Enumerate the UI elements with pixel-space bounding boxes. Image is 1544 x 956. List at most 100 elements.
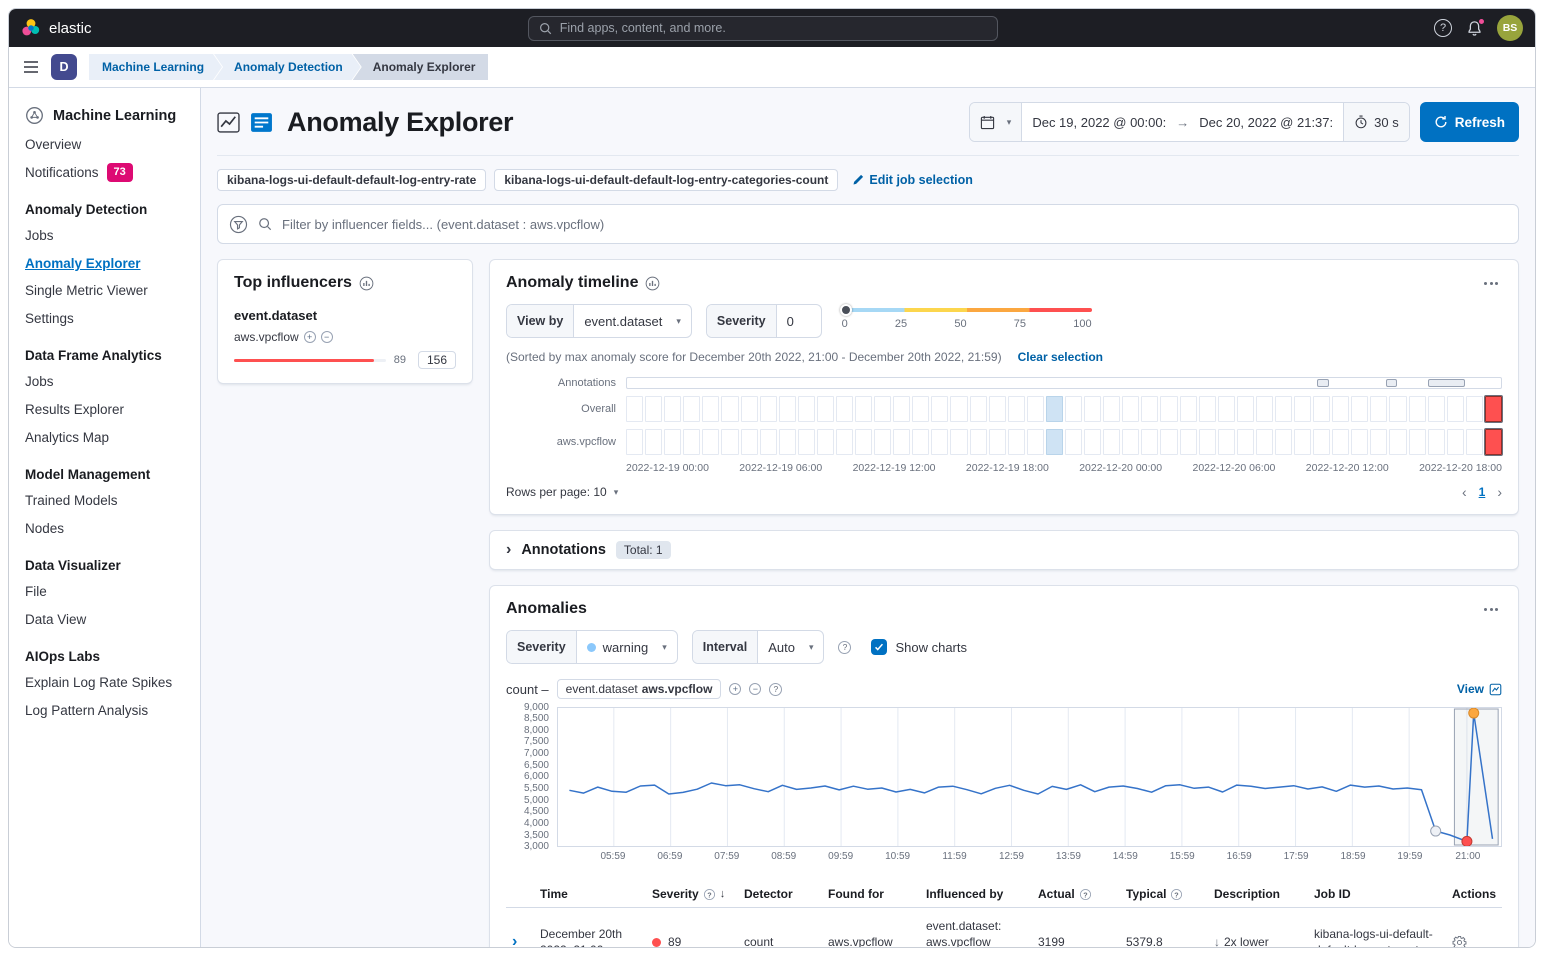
swimlane-cell[interactable]: [797, 396, 815, 422]
swimlane-cell[interactable]: [874, 396, 892, 422]
swimlane-cell[interactable]: [1313, 429, 1331, 455]
swimlane-cell[interactable]: [816, 396, 834, 422]
swimlane-cell[interactable]: [1179, 429, 1197, 455]
space-badge[interactable]: D: [51, 54, 77, 80]
swimlane-cell[interactable]: [778, 429, 796, 455]
clear-selection-link[interactable]: Clear selection: [1017, 350, 1103, 364]
view-chart-link[interactable]: View: [1457, 682, 1502, 696]
sidebar-item-single-metric-viewer[interactable]: Single Metric Viewer: [25, 283, 148, 299]
annotations-accordion[interactable]: Annotations Total: 1: [489, 530, 1519, 570]
view-by-select[interactable]: event.dataset: [574, 305, 691, 337]
swimlane-cell[interactable]: [721, 429, 739, 455]
swimlane-cell[interactable]: [950, 429, 968, 455]
swimlane-cell[interactable]: [855, 429, 873, 455]
sidebar-item-notifications[interactable]: Notifications 73: [9, 159, 200, 187]
swimlane-cell[interactable]: [1064, 396, 1083, 422]
column-header-typical[interactable]: Typical: [1120, 881, 1208, 908]
column-header-description[interactable]: Description: [1208, 881, 1308, 908]
swimlane-cell[interactable]: [759, 396, 777, 422]
interval-info-icon[interactable]: [838, 640, 852, 654]
swimlane-cell[interactable]: [1103, 396, 1121, 422]
help-icon[interactable]: ?: [1434, 19, 1452, 37]
sidebar-item-overview[interactable]: Overview: [25, 137, 82, 152]
swimlane-cell[interactable]: [1389, 396, 1407, 422]
swimlane-cell[interactable]: [1332, 396, 1350, 422]
swimlane-cell[interactable]: [1408, 396, 1426, 422]
annotation-marker[interactable]: [1317, 379, 1329, 387]
panel-menu-button[interactable]: [1480, 278, 1502, 289]
swimlane-cell[interactable]: [1483, 428, 1503, 456]
swimlane-cell[interactable]: [1198, 429, 1216, 455]
sidebar-item-anomaly-explorer[interactable]: Anomaly Explorer: [25, 255, 141, 271]
swimlane-cell[interactable]: [1160, 429, 1178, 455]
refresh-button[interactable]: Refresh: [1419, 102, 1519, 142]
refresh-interval-button[interactable]: 30 s: [1343, 103, 1409, 141]
sidebar-item-jobs[interactable]: Jobs: [25, 228, 54, 244]
swimlane-cell[interactable]: [1026, 396, 1044, 422]
panel-menu-button[interactable]: [1480, 604, 1502, 615]
info-icon[interactable]: [1079, 888, 1091, 900]
user-avatar[interactable]: BS: [1497, 15, 1523, 41]
swimlane-cell[interactable]: [1064, 429, 1083, 455]
swimlane-cell[interactable]: [797, 429, 815, 455]
severity-threshold-select[interactable]: warning: [577, 631, 677, 663]
edit-job-selection-link[interactable]: Edit job selection: [852, 173, 973, 187]
global-search-input[interactable]: Find apps, content, and more.: [527, 15, 998, 41]
influencer-value[interactable]: aws.vpcflow: [234, 330, 299, 344]
chart-influencer-badge[interactable]: event.dataset aws.vpcflow: [556, 679, 722, 699]
calendar-dropdown-button[interactable]: [969, 103, 1023, 141]
swimlane-cell[interactable]: [1160, 396, 1178, 422]
swimlane-cell[interactable]: [1483, 395, 1503, 423]
sidebar-item-jobs[interactable]: Jobs: [25, 374, 54, 390]
add-filter-icon[interactable]: [303, 331, 316, 343]
column-header-severity[interactable]: Severity: [646, 881, 738, 908]
swimlane-cell[interactable]: [664, 429, 682, 455]
swimlane-cell[interactable]: [1332, 429, 1350, 455]
swimlane-cell[interactable]: [855, 396, 873, 422]
menu-hamburger-icon[interactable]: [23, 60, 39, 74]
swimlane-cell[interactable]: [1236, 429, 1254, 455]
column-header-found-for[interactable]: Found for: [822, 881, 920, 908]
swimlane-cell[interactable]: [702, 396, 720, 422]
swimlane-cell[interactable]: [1255, 429, 1273, 455]
annotation-marker[interactable]: [1385, 379, 1397, 387]
swimlane-cell[interactable]: [950, 396, 968, 422]
swimlane-cell[interactable]: [1122, 396, 1140, 422]
severity-input[interactable]: 0: [786, 313, 794, 329]
breadcrumb-machine-learning[interactable]: Machine Learning: [89, 54, 222, 80]
rows-per-page-select[interactable]: Rows per page: 10: [506, 485, 618, 499]
swimlane-cell[interactable]: [1294, 429, 1312, 455]
swimlane-cell[interactable]: [759, 429, 777, 455]
swimlane-cell[interactable]: [645, 429, 663, 455]
swimlane-cell[interactable]: [778, 396, 796, 422]
swimlane-cell[interactable]: [1313, 396, 1331, 422]
swimlane-cell[interactable]: [988, 396, 1006, 422]
swimlane-cell[interactable]: [893, 429, 911, 455]
column-header-time[interactable]: Time: [534, 881, 646, 908]
swimlane-cell[interactable]: [1351, 429, 1369, 455]
swimlane-cell[interactable]: [664, 396, 682, 422]
chart-info-icon[interactable]: [769, 682, 783, 696]
swimlane-cell[interactable]: [702, 429, 720, 455]
swimlane-cell[interactable]: [969, 396, 987, 422]
swimlane-cell[interactable]: [1274, 396, 1293, 422]
swimlane-cell[interactable]: [740, 396, 758, 422]
anomaly-chart-plot[interactable]: [557, 707, 1502, 847]
swimlane-cell[interactable]: [1217, 429, 1235, 455]
interval-select[interactable]: Auto: [758, 631, 823, 663]
swimlane-cell[interactable]: [1465, 396, 1483, 422]
column-header-actions[interactable]: Actions: [1446, 881, 1502, 908]
swimlane-cell[interactable]: [683, 396, 701, 422]
swimlane-cell[interactable]: [1141, 429, 1159, 455]
sidebar-item-nodes[interactable]: Nodes: [25, 520, 65, 536]
swimlane-cell[interactable]: [626, 396, 644, 422]
swimlane-cell[interactable]: [1389, 429, 1407, 455]
row-actions-gear-icon[interactable]: [1452, 935, 1467, 947]
expand-row-button[interactable]: [506, 908, 534, 947]
swimlane-cell[interactable]: [893, 396, 911, 422]
swimlane-cell[interactable]: [931, 429, 949, 455]
swimlane-cell[interactable]: [1427, 429, 1445, 455]
influencer-filter-input[interactable]: Filter by influencer fields... (event.da…: [217, 204, 1519, 244]
notifications-bell-icon[interactable]: [1466, 17, 1485, 37]
swimlane-cell[interactable]: [835, 396, 854, 422]
